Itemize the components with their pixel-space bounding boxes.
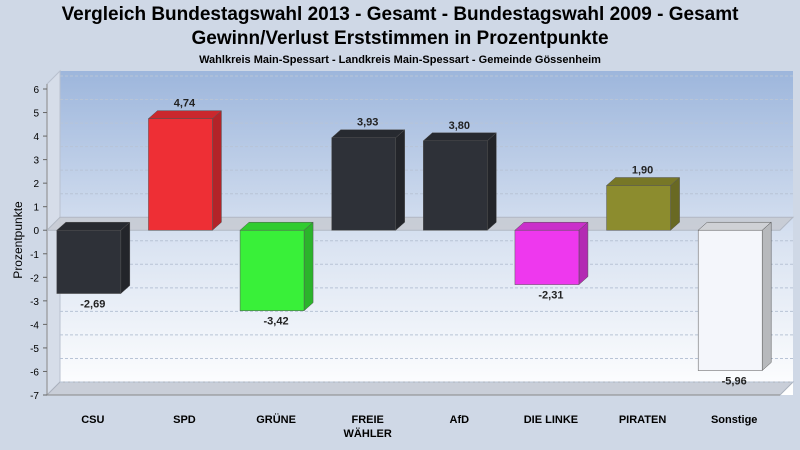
bar-top [605, 177, 681, 186]
chart-subtitle: Wahlkreis Main-Spessart - Landkreis Main… [199, 54, 601, 66]
data-label: -5,96 [722, 376, 747, 388]
data-label: 3,93 [357, 117, 378, 129]
bar-top [239, 221, 314, 231]
bar-side [670, 176, 680, 231]
y-tick-label: 5 [33, 109, 39, 120]
bar-top [422, 132, 497, 142]
y-tick-label: 3 [33, 156, 39, 167]
y-tick-label: 6 [33, 85, 39, 96]
bar-spd [147, 110, 223, 231]
bar-top [514, 221, 589, 231]
y-axis: 6 5 4 3 2 1 0 -1 -2 -3 -4 -5 -6 -7 [30, 85, 47, 402]
bar-top [147, 110, 223, 119]
plot-floor [45, 381, 795, 396]
bar-piraten [605, 176, 681, 231]
bar-front [697, 229, 763, 371]
bar-front [56, 229, 122, 294]
x-tick-label: CSU [81, 414, 104, 426]
bar-front [148, 118, 213, 231]
y-tick-label: -4 [30, 320, 39, 331]
x-tick-label: FREIE [351, 414, 383, 426]
data-labels: -2,69 4,74 -3,42 3,93 3,80 -2,31 1,90 -5,96 [80, 98, 746, 388]
x-tick-label: SPD [173, 414, 196, 426]
bar-side [120, 221, 131, 295]
bar-grüne [239, 221, 314, 312]
x-tick-label: DIE LINKE [524, 414, 578, 426]
x-tick-label: PIRATEN [619, 414, 667, 426]
bar-csu [56, 221, 131, 295]
y-tick-label: -5 [30, 344, 39, 355]
bar-front [606, 185, 671, 231]
x-tick-label: WÄHLER [344, 427, 392, 440]
bar-sonstige [697, 221, 772, 372]
x-tick-label: AfD [450, 414, 470, 426]
data-label: -3,42 [264, 316, 289, 328]
bar-front [423, 140, 488, 231]
data-label: -2,69 [80, 299, 105, 311]
data-label: 4,74 [174, 98, 196, 110]
y-tick-label: -3 [30, 297, 39, 308]
y-tick-label: -7 [30, 391, 39, 402]
bar-top [697, 221, 772, 231]
data-label: -2,31 [538, 290, 563, 302]
bar-die-linke [514, 221, 589, 286]
y-axis-label: Prozentpunkte [11, 201, 25, 279]
bar-side [212, 110, 222, 231]
bar-side [303, 221, 314, 312]
bars [56, 110, 772, 372]
bar-side [578, 221, 589, 286]
y-tick-label: -2 [30, 273, 39, 284]
y-tick-label: 0 [33, 226, 39, 237]
y-tick-label: 1 [33, 203, 39, 214]
bar-side [395, 129, 405, 231]
chart-title-line2: Gewinn/Verlust Erststimmen in Prozentpun… [191, 28, 609, 49]
bar-front [331, 137, 396, 231]
chart-title: Vergleich Bundestagswahl 2013 - Gesamt -… [61, 4, 739, 25]
bar-side [761, 221, 772, 372]
y-tick-label: -6 [30, 367, 39, 378]
data-label: 1,90 [632, 165, 653, 177]
bar-side [487, 132, 497, 231]
bar-top [56, 221, 131, 231]
x-tick-label: Sonstige [711, 414, 757, 426]
bar-top [331, 129, 406, 138]
x-tick-label: GRÜNE [256, 413, 296, 426]
bar-front [514, 229, 580, 285]
bar-afd [422, 132, 497, 231]
data-label: 3,80 [449, 120, 470, 132]
bar-front [239, 229, 305, 311]
bar-freie-wähler [331, 129, 406, 231]
y-tick-label: -1 [30, 250, 39, 261]
y-tick-label: 4 [33, 132, 39, 143]
y-tick-label: 2 [33, 179, 39, 190]
